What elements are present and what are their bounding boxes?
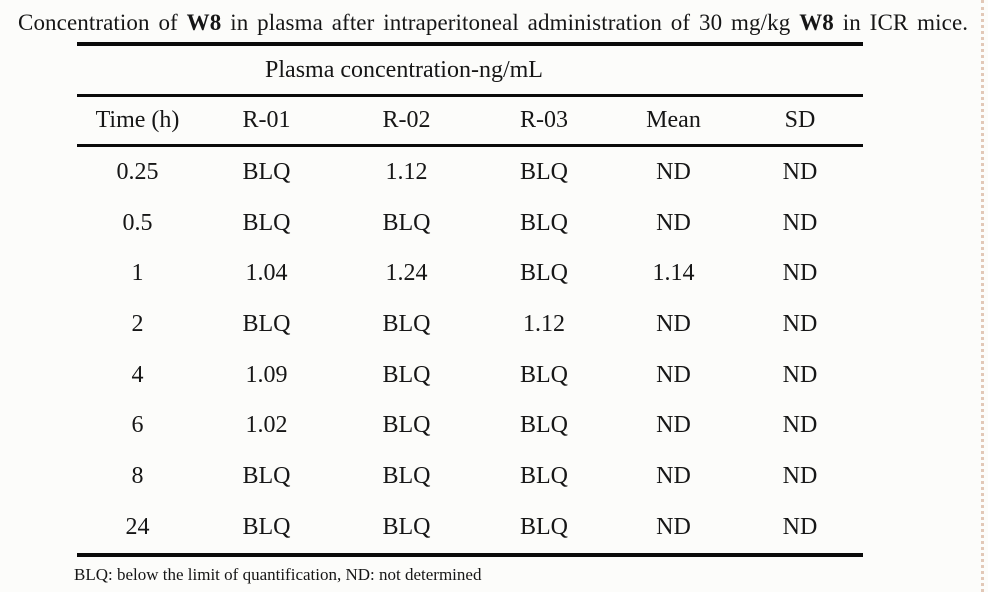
- cell-r03: BLQ: [520, 462, 568, 489]
- cell-sd: ND: [782, 513, 818, 540]
- cell-r02: BLQ: [382, 310, 431, 337]
- group-header: Plasma concentration-ng/mL: [198, 44, 610, 97]
- col-header-r03: R-03: [478, 95, 610, 147]
- cell-time: 2: [131, 310, 144, 337]
- plasma-concentration-table: Plasma concentration-ng/mL Time (h) R-01…: [77, 42, 863, 557]
- cell-time: 0.25: [116, 158, 159, 185]
- cell-sd: ND: [782, 310, 818, 337]
- cell-r03: BLQ: [520, 158, 568, 185]
- group-header-row: Plasma concentration-ng/mL: [77, 44, 863, 97]
- table-row: 6 1.02 BLQ BLQ ND ND: [77, 400, 863, 451]
- cell-r01: BLQ: [242, 209, 291, 236]
- cell-r01: 1.09: [245, 361, 288, 388]
- cell-sd: ND: [782, 209, 818, 236]
- group-header-spacer-right: [610, 44, 863, 97]
- cell-r03: BLQ: [520, 260, 568, 287]
- cell-r01: BLQ: [242, 158, 291, 185]
- caption-text: Concentration of: [18, 10, 187, 35]
- cell-time: 6: [131, 412, 144, 439]
- cell-mean: ND: [656, 412, 691, 439]
- cell-time: 24: [125, 513, 150, 540]
- col-header-r01: R-01: [198, 95, 335, 147]
- cell-r02: BLQ: [382, 412, 431, 439]
- cell-time: 1: [131, 260, 144, 287]
- cell-r03: BLQ: [520, 361, 568, 388]
- group-header-spacer-left: [77, 44, 198, 97]
- cell-r01: 1.02: [245, 412, 288, 439]
- cell-sd: ND: [782, 412, 818, 439]
- cell-r02: BLQ: [382, 361, 431, 388]
- cell-r02: BLQ: [382, 462, 431, 489]
- table-row: 1 1.04 1.24 BLQ 1.14 ND: [77, 248, 863, 299]
- cell-time: 4: [131, 361, 144, 388]
- cell-sd: ND: [782, 361, 818, 388]
- cell-mean: ND: [656, 462, 691, 489]
- cell-sd: ND: [782, 158, 818, 185]
- table-row: 0.25 BLQ 1.12 BLQ ND ND: [77, 146, 863, 198]
- cell-mean: 1.14: [652, 260, 695, 287]
- cell-time: 8: [131, 462, 144, 489]
- cell-r01: BLQ: [242, 310, 291, 337]
- caption-text: in ICR mice.: [833, 10, 969, 35]
- cell-r03: BLQ: [520, 209, 568, 236]
- cell-mean: ND: [656, 513, 691, 540]
- cell-r02: BLQ: [382, 209, 431, 236]
- cell-sd: ND: [782, 260, 818, 287]
- caption-compound-bold: W8: [799, 10, 834, 35]
- table-row: 4 1.09 BLQ BLQ ND ND: [77, 350, 863, 401]
- cell-r01: BLQ: [242, 462, 291, 489]
- col-header-r02: R-02: [335, 95, 478, 147]
- table-caption: Concentration of W8 in plasma after intr…: [0, 0, 988, 37]
- col-header-mean: Mean: [610, 95, 737, 147]
- cell-r02: 1.12: [385, 158, 428, 185]
- caption-compound-bold: W8: [186, 10, 222, 35]
- table-row: 2 BLQ BLQ 1.12 ND ND: [77, 299, 863, 350]
- cell-mean: ND: [656, 209, 691, 236]
- cell-r01: 1.04: [245, 260, 288, 287]
- right-edge-dotted-artifact: [981, 0, 984, 592]
- cell-r02: BLQ: [382, 513, 431, 540]
- cell-mean: ND: [656, 310, 691, 337]
- cell-mean: ND: [656, 361, 691, 388]
- cell-r01: BLQ: [242, 513, 291, 540]
- cell-r03: BLQ: [520, 412, 568, 439]
- column-header-row: Time (h) R-01 R-02 R-03 Mean SD: [77, 95, 863, 147]
- cell-sd: ND: [782, 462, 818, 489]
- cell-r02: 1.24: [385, 260, 428, 287]
- col-header-time: Time (h): [77, 95, 198, 147]
- caption-text: in plasma after intraperitoneal administ…: [221, 10, 800, 35]
- cell-time: 0.5: [122, 209, 153, 236]
- cell-mean: ND: [656, 158, 691, 185]
- cell-r03: BLQ: [520, 513, 568, 540]
- table-row: 24 BLQ BLQ BLQ ND ND: [77, 502, 863, 555]
- cell-r03: 1.12: [523, 310, 565, 337]
- table-row: 0.5 BLQ BLQ BLQ ND ND: [77, 198, 863, 249]
- table-row: 8 BLQ BLQ BLQ ND ND: [77, 451, 863, 502]
- table-footnote: BLQ: below the limit of quantification, …: [74, 564, 482, 584]
- col-header-sd: SD: [737, 95, 863, 147]
